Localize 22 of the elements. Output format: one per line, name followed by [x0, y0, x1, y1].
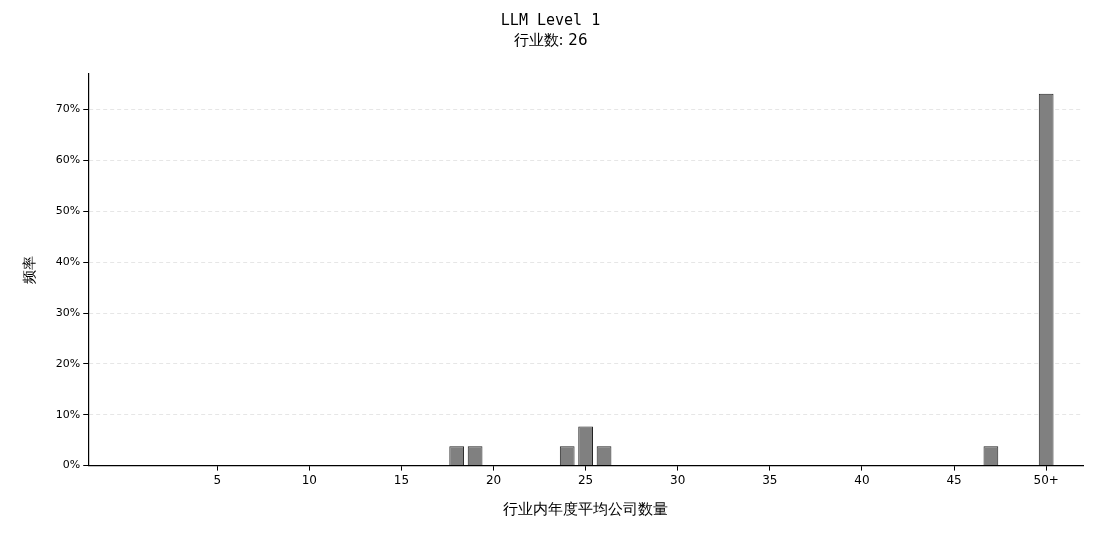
chart-title: LLM Level 1: [500, 10, 601, 29]
y-axis-title: 频率: [21, 255, 38, 284]
x-tick-label: 40: [854, 472, 870, 487]
y-tick-label: 0%: [62, 458, 81, 472]
x-tick-label: 50+: [1033, 472, 1059, 487]
y-tick-label: 70%: [55, 102, 81, 116]
y-tick-label: 20%: [55, 356, 81, 370]
x-tick-label: 5: [213, 472, 222, 487]
x-tick-label: 20: [485, 472, 502, 487]
y-tick-label: 30%: [55, 305, 81, 319]
x-tick-label: 25: [577, 472, 594, 487]
y-tick-label: 60%: [55, 153, 81, 167]
x-axis-title: 行业内年度平均公司数量: [503, 499, 669, 518]
y-tick-label: 40%: [55, 255, 81, 269]
y-tick-label: 50%: [55, 204, 81, 218]
x-tick-label: 35: [762, 472, 778, 487]
chart-subtitle: 行业数: 26: [513, 30, 588, 49]
y-tick-label: 10%: [55, 407, 81, 421]
x-tick-label: 10: [301, 472, 317, 487]
x-tick-label: 45: [946, 472, 962, 487]
x-tick-label: 30: [670, 472, 686, 487]
x-tick-label: 15: [393, 472, 410, 487]
